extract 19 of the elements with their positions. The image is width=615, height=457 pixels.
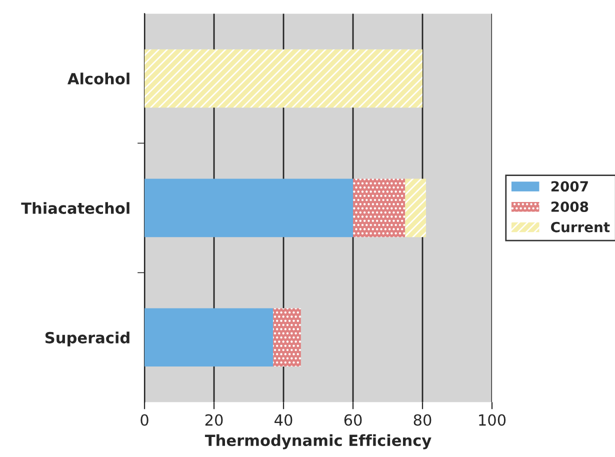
bar bbox=[144, 308, 274, 367]
legend-label: 2008 bbox=[551, 201, 588, 212]
y-tick-label: Alcohol bbox=[67, 72, 130, 84]
y-tick-label: Superacid bbox=[45, 332, 130, 346]
legend-label: 2007 bbox=[551, 181, 588, 192]
y-tick-label: Thiacatechol bbox=[21, 202, 130, 214]
x-tick-label: 60 bbox=[344, 414, 362, 426]
x-tick-label: 40 bbox=[274, 414, 292, 426]
legend-label: Current bbox=[551, 222, 610, 232]
bar bbox=[405, 178, 426, 238]
bar bbox=[144, 49, 423, 108]
bar bbox=[353, 178, 406, 238]
x-axis-title: Thermodynamic Efficiency bbox=[204, 434, 432, 450]
x-tick-label: 100 bbox=[479, 414, 506, 426]
x-tick-label: 0 bbox=[140, 414, 148, 426]
bar bbox=[144, 178, 354, 238]
bar bbox=[273, 308, 301, 367]
x-tick-label: 20 bbox=[205, 414, 223, 426]
x-tick-label: 80 bbox=[414, 414, 432, 426]
